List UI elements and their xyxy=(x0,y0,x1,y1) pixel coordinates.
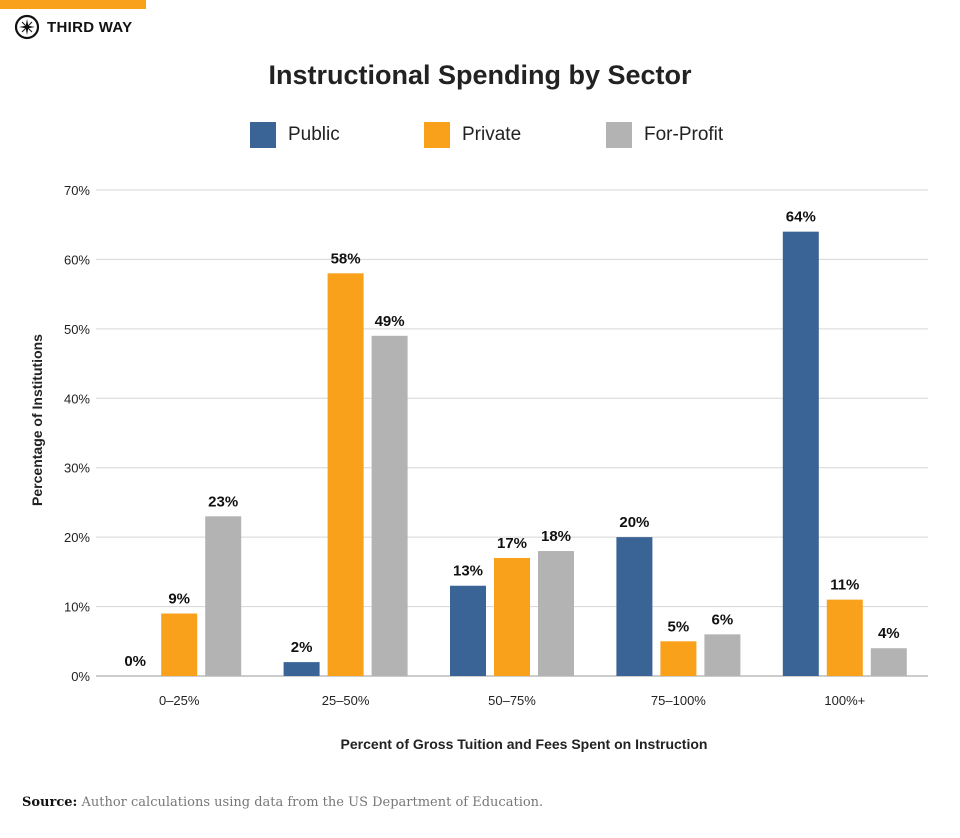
source-text: Author calculations using data from the … xyxy=(81,795,544,810)
chart-title: Instructional Spending by Sector xyxy=(268,60,692,90)
bar-for-profit xyxy=(371,335,408,676)
data-label: 13% xyxy=(453,563,483,580)
data-label: 17% xyxy=(497,535,527,552)
bar-chart-plot: 0% 10% 20% 30% 40% 50% 60% 70% 0–25% 0% 9% 23% 25–50… xyxy=(29,183,928,752)
data-label: 0% xyxy=(124,653,146,670)
legend-item-for-profit: For-Profit xyxy=(606,122,723,148)
legend-label: Public xyxy=(288,124,340,145)
data-label: 6% xyxy=(712,611,734,628)
y-tick-label: 70% xyxy=(64,183,90,198)
data-label: 20% xyxy=(619,514,649,531)
y-tick-label: 10% xyxy=(64,600,90,615)
bar-public xyxy=(616,537,653,676)
bar-for-profit xyxy=(205,516,242,676)
x-tick-label: 75–100% xyxy=(651,693,706,708)
x-axis-title: Percent of Gross Tuition and Fees Spent … xyxy=(341,736,708,752)
bar-for-profit xyxy=(538,551,574,676)
data-label: 23% xyxy=(208,493,238,510)
data-label: 4% xyxy=(878,625,900,642)
bar-private xyxy=(826,599,863,676)
brand-accent-bar xyxy=(0,0,146,9)
bar-public xyxy=(450,585,486,676)
data-label: 64% xyxy=(786,209,816,226)
bar-private xyxy=(161,613,198,676)
data-label: 18% xyxy=(541,528,571,545)
compass-star-icon xyxy=(14,14,40,40)
y-tick-label: 0% xyxy=(71,669,90,684)
third-way-logo: THIRD WAY xyxy=(14,14,133,40)
data-label: 49% xyxy=(375,313,405,330)
x-tick-label: 100%+ xyxy=(824,693,865,708)
legend-label: Private xyxy=(462,124,522,145)
bar-private xyxy=(494,557,530,676)
legend-swatch xyxy=(250,122,276,148)
x-tick-label: 25–50% xyxy=(322,693,370,708)
data-label: 11% xyxy=(830,577,859,594)
bar-public xyxy=(283,662,320,676)
y-tick-label: 20% xyxy=(64,530,90,545)
legend-label: For-Profit xyxy=(644,124,724,145)
legend-swatch xyxy=(424,122,450,148)
data-label: 58% xyxy=(331,250,361,267)
x-tick-label: 0–25% xyxy=(159,693,200,708)
bar-for-profit xyxy=(870,648,907,676)
bar-private xyxy=(327,273,364,676)
data-label: 2% xyxy=(291,639,313,656)
y-tick-label: 50% xyxy=(64,322,90,337)
legend-item-private: Private xyxy=(424,122,521,148)
bar-for-profit xyxy=(704,634,741,676)
bar-private xyxy=(660,641,697,676)
source-label: Source: xyxy=(22,795,78,810)
y-tick-label: 30% xyxy=(64,461,90,476)
bar-public xyxy=(782,231,819,676)
y-tick-label: 40% xyxy=(64,391,90,406)
y-axis-title: Percentage of Institutions xyxy=(29,334,45,506)
brand-name: THIRD WAY xyxy=(47,18,133,36)
data-label: 5% xyxy=(668,618,690,635)
y-tick-label: 60% xyxy=(64,252,90,267)
x-tick-label: 50–75% xyxy=(488,693,536,708)
data-label: 9% xyxy=(168,591,190,608)
source-note: Source: Author calculations using data f… xyxy=(22,795,543,810)
legend-swatch xyxy=(606,122,632,148)
legend-item-public: Public xyxy=(250,122,340,148)
